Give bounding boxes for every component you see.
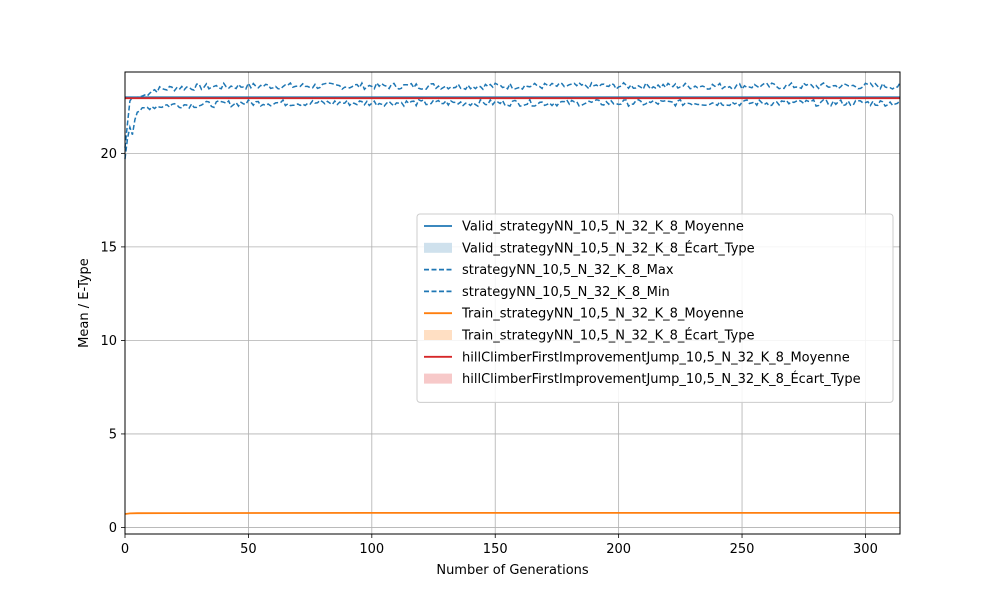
x-axis-label: Number of Generations [436, 563, 589, 578]
legend-label: hillClimberFirstImprovementJump_10,5_N_3… [462, 350, 850, 365]
legend-box [416, 213, 894, 403]
series-layer [124, 81, 901, 515]
x-tick-label: 100 [359, 542, 384, 557]
legend-swatch [424, 330, 452, 340]
legend-label: Valid_strategyNN_10,5_N_32_K_8_Moyenne [462, 220, 744, 235]
plot-frame [124, 71, 901, 535]
x-tick-label: 200 [606, 542, 631, 557]
legend-label: strategyNN_10,5_N_32_K_8_Min [462, 285, 670, 300]
legend-swatch [424, 373, 452, 384]
legend-label: Train_strategyNN_10,5_N_32_K_8_Écart_Typ… [461, 328, 755, 344]
legend-label: Valid_strategyNN_10,5_N_32_K_8_Écart_Typ… [462, 240, 755, 256]
y-tick-label: 10 [100, 334, 117, 349]
y-tick-label: 20 [100, 147, 117, 162]
series-line-3 [124, 97, 901, 160]
legend-label: hillClimberFirstImprovementJump_10,5_N_3… [462, 371, 861, 387]
y-tick-label: 0 [109, 521, 117, 536]
legend: Valid_strategyNN_10,5_N_32_K_8_Moyenne Va… [416, 213, 894, 403]
series-line-2 [124, 81, 901, 148]
x-tick-label: 250 [730, 542, 755, 557]
y-axis-label: Mean / E-Type [77, 258, 92, 348]
legend-label: strategyNN_10,5_N_32_K_8_Max [462, 263, 674, 278]
series-line-4 [124, 512, 900, 515]
legend-swatch [424, 242, 452, 253]
legend-label: Train_strategyNN_10,5_N_32_K_8_Moyenne [461, 307, 744, 322]
x-tick-label: 0 [121, 542, 129, 557]
y-tick-label: 15 [100, 240, 117, 255]
x-tick-label: 300 [853, 542, 878, 557]
y-tick-label: 5 [109, 427, 117, 442]
x-tick-label: 150 [483, 542, 508, 557]
y-axis-ticks: 0 5 10 15 20 [100, 147, 125, 536]
x-axis-ticks: 0 50 100 150 200 250 300 [121, 534, 878, 557]
x-tick-label: 50 [240, 542, 257, 557]
